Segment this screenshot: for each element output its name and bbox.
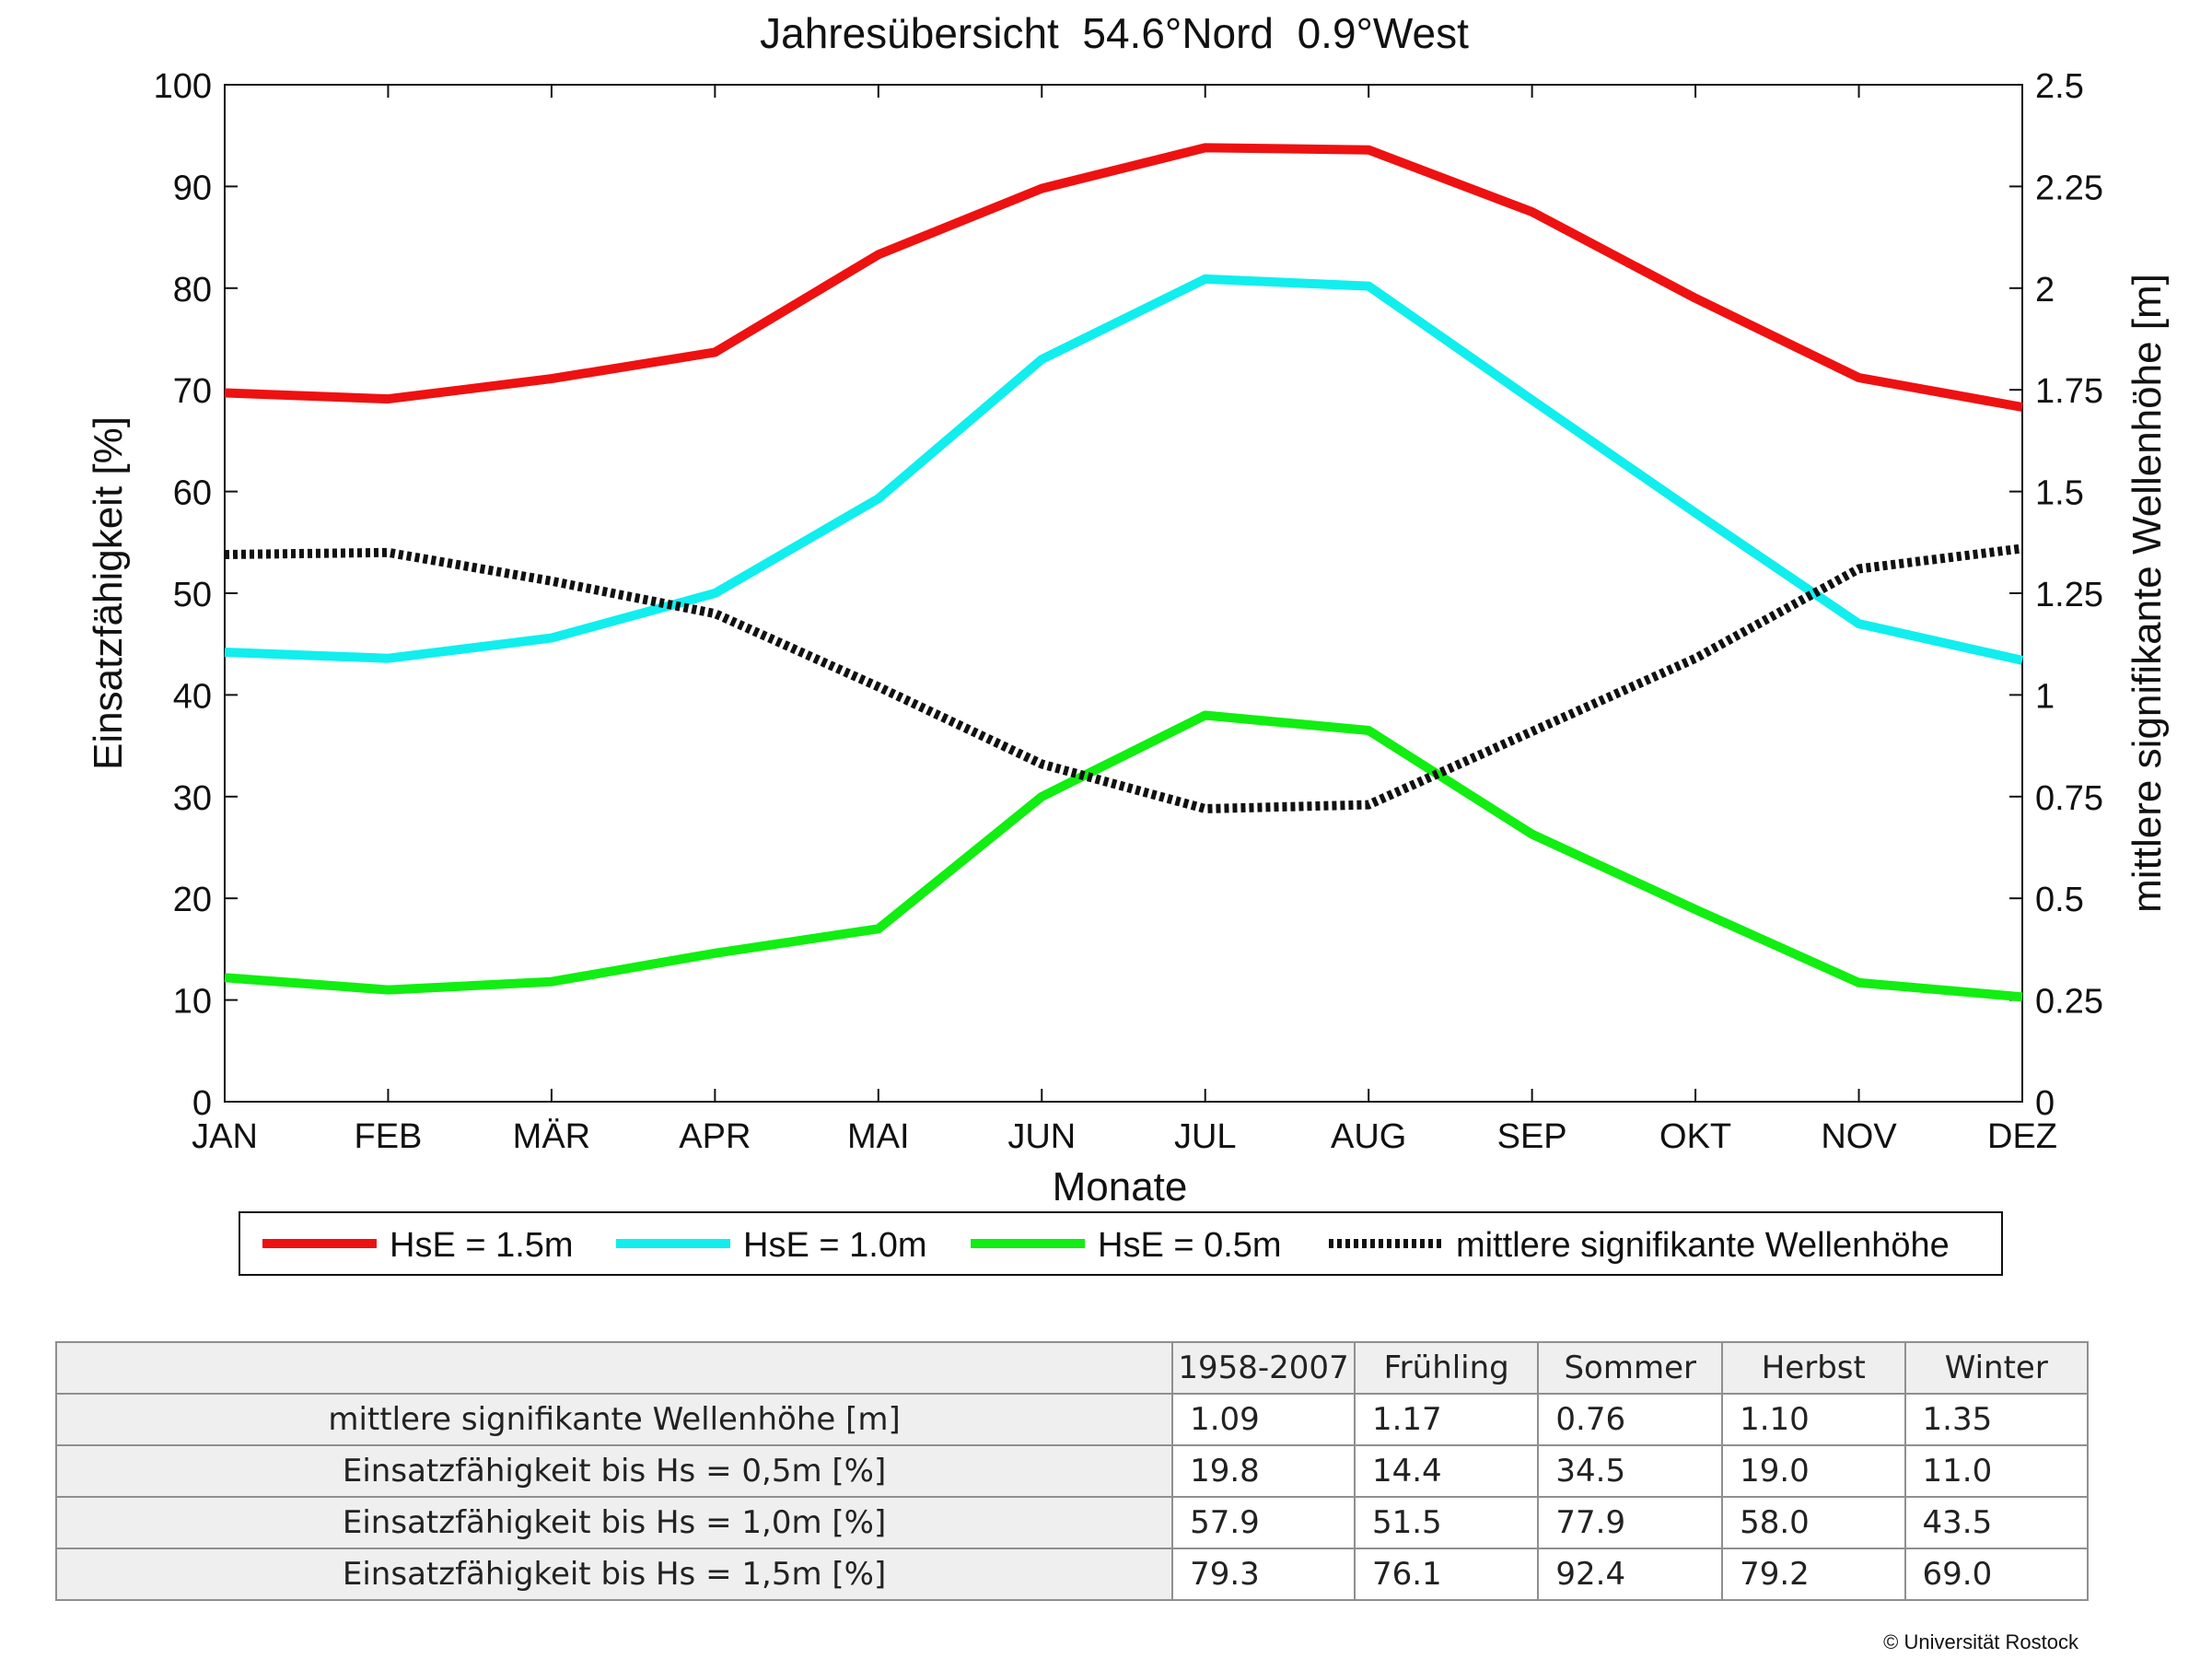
y-tick-label-left: 50 [173,576,212,614]
table-cell: 79.2 [1721,1548,1906,1601]
table-cell: 11.0 [1903,1444,2090,1498]
y-tick-label-right: 0.25 [2035,983,2103,1022]
table-cell: 76.1 [1353,1548,1540,1601]
legend-label: mittlere signifikante Wellenhöhe [1456,1226,1950,1265]
table-cell: 34.5 [1537,1444,1724,1498]
x-tick-label: MAI [847,1117,910,1156]
x-tick-label: DEZ [1987,1117,2057,1156]
table-row: Einsatzfähigkeit bis Hs = 1,0m [%] 57.9 … [54,1496,2090,1549]
x-axis-label: Monate [1053,1164,1188,1209]
copyright-notice: © Universität Rostock [1883,1630,2078,1653]
y-tick-label-left: 40 [173,677,212,716]
table-cell: 1.35 [1903,1393,2090,1446]
table-cell: 1.10 [1721,1393,1906,1446]
table-header: Herbst [1721,1341,1906,1395]
table-cell: 92.4 [1537,1548,1724,1601]
table-row: Einsatzfähigkeit bis Hs = 0,5m [%] 19.8 … [54,1444,2090,1498]
y-axis-label-right: mittlere signifikante Wellenhöhe [m] [2125,274,2170,913]
table-cell: 77.9 [1537,1496,1724,1549]
table-cell: 43.5 [1903,1496,2090,1549]
y-tick-label-left: 100 [154,67,212,106]
x-tick-label: FEB [355,1117,423,1156]
x-tick-label: APR [679,1117,751,1156]
y-tick-label-right: 0 [2035,1084,2055,1123]
left-axis: 0 10 20 30 40 50 60 70 80 90 100 [154,67,238,1123]
row-label: Einsatzfähigkeit bis Hs = 1,0m [%] [54,1496,1174,1549]
table-header: Sommer [1537,1341,1724,1395]
table-cell: 69.0 [1903,1548,2090,1601]
series-line [224,143,2023,412]
y-tick-label-left: 30 [173,779,212,818]
table-cell: 19.8 [1171,1444,1356,1498]
legend-label: HsE = 0.5m [1098,1226,1282,1265]
y-tick-label-right: 2.25 [2035,169,2103,207]
x-tick-label: JUN [1007,1117,1076,1156]
table-row: mittlere signifikante Wellenhöhe [m] 1.0… [54,1393,2090,1446]
y-tick-label-left: 60 [173,474,212,513]
legend-box [239,1211,2003,1276]
y-tick-label-right: 0.75 [2035,779,2103,818]
table-cell: 19.0 [1721,1444,1906,1498]
x-tick-label: NOV [1821,1117,1897,1156]
table-cell: 58.0 [1721,1496,1906,1549]
table-header: Winter [1903,1341,2090,1395]
chart: Jahresübersicht 54.6°Nord 0.9°West 01020… [86,9,2170,1276]
table-cell: 79.3 [1171,1548,1356,1601]
x-axis: JAN FEB MÄR APR MAI JUN JUL AUG SEP OKT NOV DEZ [192,85,2057,1156]
row-label: mittlere signifikante Wellenhöhe [m] [54,1393,1174,1446]
table-cell: 1.09 [1171,1393,1356,1446]
table-cell: 51.5 [1353,1496,1540,1549]
x-tick-label: OKT [1659,1117,1731,1156]
y-tick-label-right: 1.5 [2035,474,2084,513]
table-cell: 1.17 [1353,1393,1540,1446]
y-tick-label-right: 2.5 [2035,67,2084,106]
row-label: Einsatzfähigkeit bis Hs = 1,5m [%] [54,1548,1174,1601]
table-header: Frühling [1353,1341,1540,1395]
table-corner [54,1341,1174,1395]
row-label: Einsatzfähigkeit bis Hs = 0,5m [%] [54,1444,1174,1498]
x-tick-label: JUL [1174,1117,1237,1156]
y-tick-label-right: 2 [2035,271,2055,310]
y-tick-label-left: 0 [192,1084,212,1123]
y-tick-label-left: 20 [173,881,212,919]
table-cell: 57.9 [1171,1496,1356,1549]
series-lines [224,143,2024,1002]
right-axis: 0 0.25 0.5 0.75 1 1.25 1.5 1.75 2 2.25 2.5 [2009,67,2103,1123]
x-tick-label: AUG [1331,1117,1406,1156]
y-tick-label-right: 1.75 [2035,372,2103,411]
legend-label: HsE = 1.0m [743,1226,927,1265]
table-row: Einsatzfähigkeit bis Hs = 1,5m [%] 79.3 … [54,1548,2090,1601]
series-line [224,710,2023,1002]
y-tick-label-right: 1 [2035,677,2055,716]
y-tick-label-left: 10 [173,983,212,1022]
x-tick-label: MÄR [513,1117,590,1156]
legend-label: HsE = 1.5m [390,1226,574,1265]
table-cell: 0.76 [1537,1393,1724,1446]
chart-title: Jahresübersicht 54.6°Nord 0.9°West [760,9,1469,57]
y-tick-label-left: 90 [173,169,212,207]
x-tick-label: SEP [1497,1117,1567,1156]
table-header-row: 1958-2007 Frühling Sommer Herbst Winter [54,1341,2090,1395]
table-header: 1958-2007 [1171,1341,1356,1395]
table-cell: 14.4 [1353,1444,1540,1498]
plot-area [224,84,2023,1103]
y-tick-label-right: 0.5 [2035,881,2084,919]
y-axis-label-left: Einsatzfähigkeit [%] [86,416,131,770]
summary-table: 1958-2007 Frühling Sommer Herbst Winter … [54,1341,2090,1601]
x-tick-label: JAN [192,1117,258,1156]
y-tick-label-right: 1.25 [2035,576,2103,614]
legend: HsE = 1.5m HsE = 1.0m HsE = 0.5m mittlere s… [262,1226,1950,1265]
y-tick-label-left: 70 [173,372,212,411]
series-line [224,274,2024,665]
series-line [224,543,2023,813]
y-tick-label-left: 80 [173,271,212,310]
